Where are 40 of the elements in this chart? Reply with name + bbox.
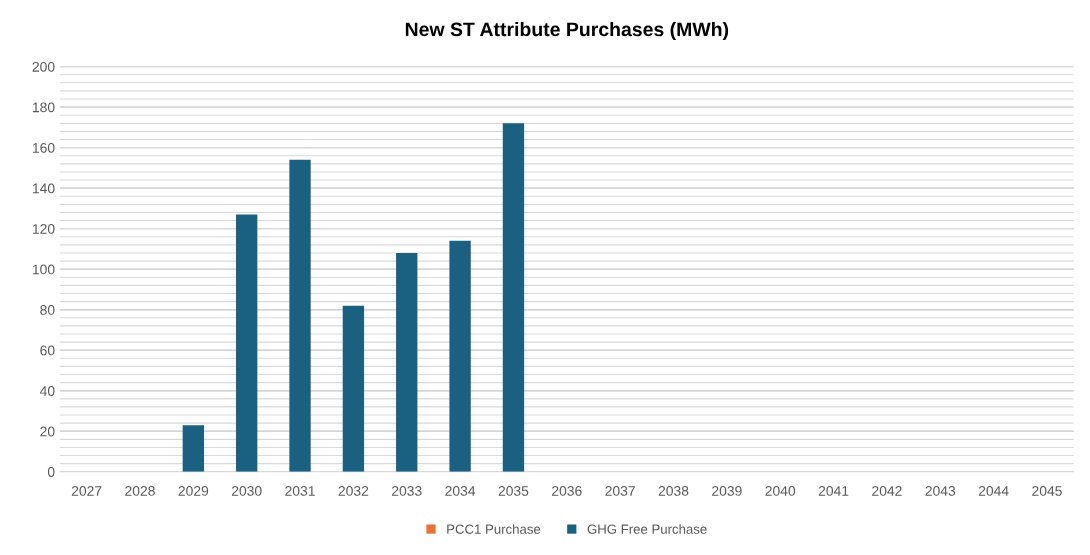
x-tick-label: 2029 <box>178 486 209 496</box>
x-tick-label: 2031 <box>285 486 315 496</box>
bar <box>182 425 204 472</box>
y-tick-label: 140 <box>32 183 55 194</box>
x-tick-label: 2027 <box>71 486 102 496</box>
bar <box>289 159 311 472</box>
x-tick-label: 2037 <box>605 486 635 496</box>
x-tick-label: 2035 <box>498 486 529 496</box>
bar <box>342 305 365 472</box>
x-tick-label: 2040 <box>765 486 796 496</box>
legend-label: GHG Free Purchase <box>587 524 707 534</box>
x-tick-label: 2033 <box>391 486 422 496</box>
y-tick-label: 100 <box>32 264 55 275</box>
x-tick-label: 2028 <box>125 486 155 496</box>
y-tick-label: 160 <box>32 142 55 153</box>
x-tick-label: 2039 <box>712 486 742 496</box>
bar <box>449 240 471 472</box>
y-tick-label: 60 <box>40 345 55 356</box>
y-tick-label: 180 <box>32 102 55 113</box>
y-tick-label: 0 <box>47 467 55 477</box>
bar <box>502 123 525 472</box>
chart-title: New ST Attribute Purchases (MWh) <box>405 21 729 41</box>
x-tick-label: 2044 <box>978 486 1009 496</box>
x-tick-label: 2032 <box>338 486 369 496</box>
x-tick-label: 2043 <box>925 486 956 496</box>
y-tick-label: 80 <box>40 305 55 315</box>
y-tick-label: 20 <box>40 426 55 437</box>
bar <box>396 252 418 472</box>
bar <box>236 214 258 472</box>
x-tick-label: 2045 <box>1032 486 1062 496</box>
y-tick-label: 200 <box>32 61 55 72</box>
x-tick-label: 2030 <box>231 486 262 496</box>
y-tick-label: 40 <box>39 386 55 396</box>
x-tick-label: 2038 <box>658 486 689 496</box>
legend-label: PCC1 Purchase <box>447 524 541 534</box>
x-tick-label: 2042 <box>872 486 902 496</box>
x-tick-label: 2036 <box>552 486 582 496</box>
x-tick-label: 2034 <box>445 486 476 496</box>
y-tick-label: 120 <box>32 223 55 234</box>
x-tick-label: 2041 <box>818 486 849 496</box>
